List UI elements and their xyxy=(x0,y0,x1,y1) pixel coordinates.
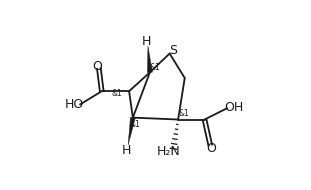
Text: H₂N: H₂N xyxy=(156,145,180,158)
Text: O: O xyxy=(206,142,216,155)
Text: OH: OH xyxy=(225,101,244,114)
Text: H: H xyxy=(122,144,131,157)
Text: O: O xyxy=(92,60,102,73)
Polygon shape xyxy=(128,117,135,145)
Text: &1: &1 xyxy=(150,63,160,72)
Text: S: S xyxy=(169,44,177,57)
Text: &1: &1 xyxy=(179,109,189,118)
Text: HO: HO xyxy=(64,97,84,111)
Text: H: H xyxy=(142,35,151,48)
Polygon shape xyxy=(147,46,152,73)
Text: &1: &1 xyxy=(111,89,122,98)
Text: &1: &1 xyxy=(129,120,140,129)
